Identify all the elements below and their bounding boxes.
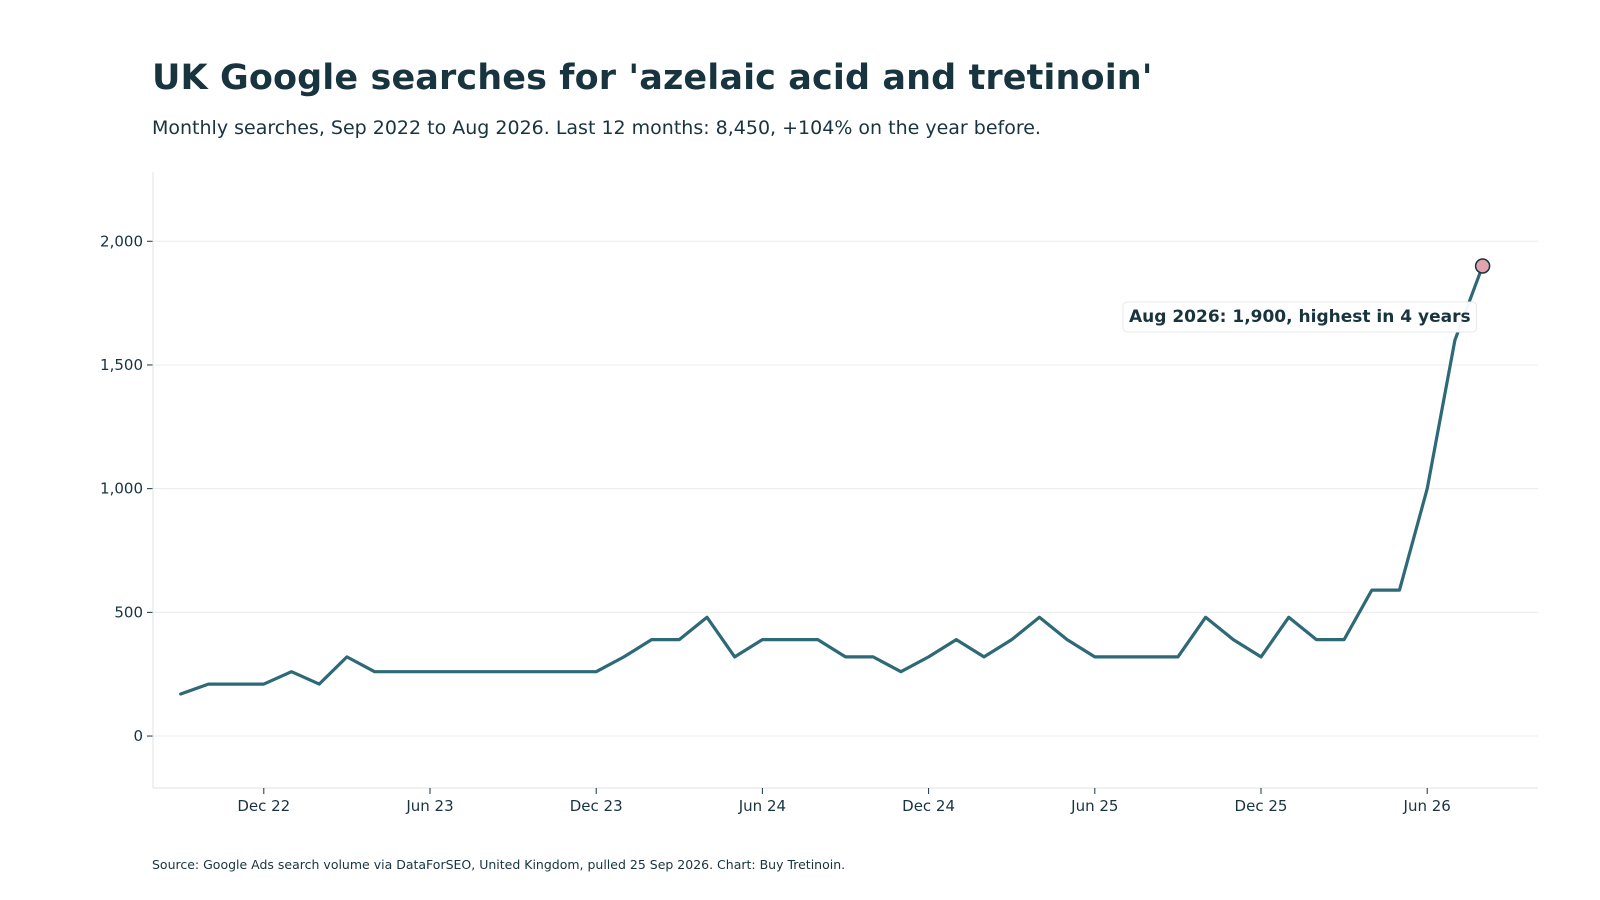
data-point (1259, 655, 1263, 659)
data-point (1314, 638, 1318, 642)
data-point (1287, 615, 1291, 619)
data-point (622, 655, 626, 659)
data-point (871, 655, 875, 659)
data-point (1204, 615, 1208, 619)
data-point (760, 638, 764, 642)
data-point (1398, 588, 1402, 592)
data-point (816, 638, 820, 642)
data-point (677, 638, 681, 642)
data-point (594, 670, 598, 674)
x-tick-label: Dec 24 (902, 797, 955, 815)
data-point (1453, 338, 1457, 342)
gridlines (153, 240, 1538, 737)
x-tick-label: Dec 22 (237, 797, 290, 815)
data-point (539, 670, 543, 674)
y-tick-label: 1,000 (100, 480, 143, 498)
data-point (1176, 655, 1180, 659)
y-tick-label: 500 (114, 603, 143, 621)
annotation-label: Aug 2026: 1,900, highest in 4 years (1129, 307, 1471, 327)
data-point (1370, 588, 1374, 592)
data-point (899, 670, 903, 674)
data-point (1231, 638, 1235, 642)
x-tick-label: Jun 24 (738, 797, 786, 815)
data-point (456, 670, 460, 674)
y-tick-label: 2,000 (100, 232, 143, 250)
data-point (1425, 487, 1429, 491)
y-tick-label: 1,500 (100, 356, 143, 374)
annotation-box (1122, 301, 1478, 333)
data-point (733, 655, 737, 659)
data-point (705, 615, 709, 619)
data-point (954, 638, 958, 642)
axes (147, 172, 1538, 794)
data-point (982, 655, 986, 659)
data-point (788, 638, 792, 642)
highlight-marker (1474, 258, 1491, 274)
data-point (179, 692, 183, 696)
data-point (400, 670, 404, 674)
x-tick-label: Dec 23 (570, 797, 623, 815)
data-point (1342, 638, 1346, 642)
data-point (1010, 638, 1014, 642)
data-point (345, 655, 349, 659)
data-point (511, 670, 515, 674)
data-point (317, 682, 321, 686)
data-point (373, 670, 377, 674)
data-point (1121, 655, 1125, 659)
data-point (428, 670, 432, 674)
data-point (567, 670, 571, 674)
chart-source: Source: Google Ads search volume via Dat… (152, 857, 846, 872)
data-point (844, 655, 848, 659)
y-tick-label: 0 (133, 727, 143, 745)
x-tick-label: Jun 23 (405, 797, 453, 815)
data-point (1093, 655, 1097, 659)
series-line (179, 264, 1485, 696)
data-point (206, 682, 210, 686)
x-tick-label: Dec 25 (1235, 797, 1288, 815)
data-point (483, 670, 487, 674)
data-point (1065, 638, 1069, 642)
x-tick-label: Jun 25 (1070, 797, 1118, 815)
data-point (1148, 655, 1152, 659)
data-point (262, 682, 266, 686)
tick-labels: 0 500 1,000 1,500 2,000 Dec 22 Jun 23 Dec 23 Jun… (100, 232, 1451, 815)
chart-subtitle: Monthly searches, Sep 2022 to Aug 2026. … (152, 117, 1041, 139)
chart-title: UK Google searches for 'azelaic acid and… (152, 58, 1153, 98)
x-tick-label: Jun 26 (1403, 797, 1451, 815)
data-point (1037, 615, 1041, 619)
data-point (927, 655, 931, 659)
data-point (290, 670, 294, 674)
data-point (234, 682, 238, 686)
data-point (650, 638, 654, 642)
annotation: Aug 2026: 1,900, highest in 4 years (1122, 258, 1491, 333)
series (179, 264, 1485, 696)
